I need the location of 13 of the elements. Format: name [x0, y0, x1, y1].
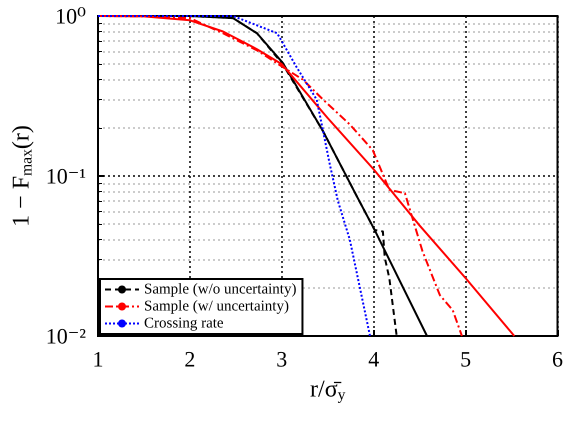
- y-tick-label: 10⁻²: [46, 324, 86, 348]
- legend-label: Crossing rate: [144, 316, 224, 332]
- y-tick-label: 10⁰: [55, 4, 86, 28]
- x-tick-label: 4: [368, 346, 380, 372]
- legend-label: Sample (w/ uncertainty): [144, 298, 289, 314]
- y-tick-label: 10⁻¹: [46, 164, 86, 188]
- x-tick-label: 3: [276, 346, 288, 372]
- x-tick-label: 2: [184, 346, 196, 372]
- x-tick-label: 5: [460, 346, 472, 372]
- y-axis-title: 1 − Fmax(r): [8, 125, 36, 227]
- legend-label: Sample (w/o uncertainty): [144, 282, 296, 298]
- x-tick-label: 6: [552, 346, 563, 372]
- x-tick-label: 1: [92, 346, 104, 372]
